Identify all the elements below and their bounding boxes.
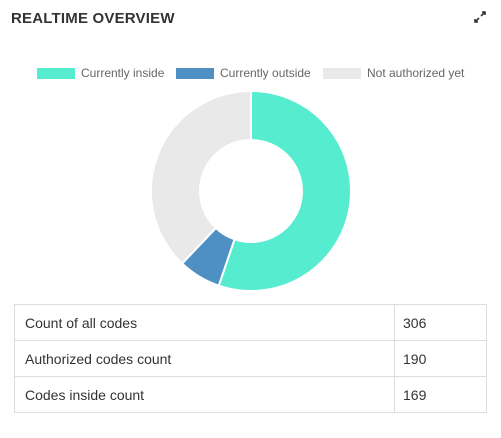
legend-label: Currently inside [81, 66, 165, 80]
slice-not-authorized-yet[interactable] [150, 89, 252, 265]
stat-label: Count of all codes [14, 304, 395, 341]
slice-currently-inside[interactable] [217, 89, 352, 292]
stat-label: Authorized codes count [14, 340, 395, 377]
legend-swatch [323, 68, 361, 79]
chart-legend: Currently inside Currently outside Not a… [0, 66, 501, 82]
stats-table: Count of all codes 306 Authorized codes … [14, 304, 487, 413]
legend-swatch [176, 68, 214, 79]
stat-value: 169 [394, 376, 487, 413]
widget-title: REALTIME OVERVIEW [11, 10, 175, 27]
stat-value: 306 [394, 304, 487, 341]
legend-label: Currently outside [220, 66, 311, 80]
doughnut-chart [150, 89, 352, 292]
legend-label: Not authorized yet [367, 66, 465, 80]
stat-value: 190 [394, 340, 487, 377]
table-row: Count of all codes 306 [14, 304, 487, 341]
expand-icon[interactable] [472, 9, 488, 25]
table-row: Codes inside count 169 [14, 376, 487, 413]
legend-swatch [37, 68, 75, 79]
table-row: Authorized codes count 190 [14, 340, 487, 377]
stat-label: Codes inside count [14, 376, 395, 413]
